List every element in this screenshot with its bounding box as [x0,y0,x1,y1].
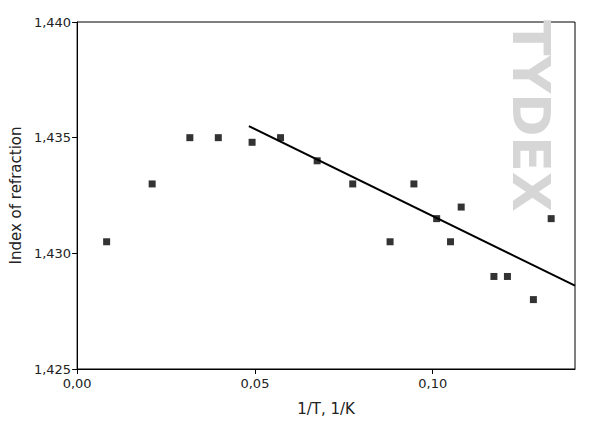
svg-text:0,05: 0,05 [240,376,269,391]
svg-text:1/T, 1/K: 1/T, 1/K [297,400,356,418]
svg-text:0,10: 0,10 [418,376,447,391]
svg-text:1,430: 1,430 [34,246,71,261]
svg-text:Index of refraction: Index of refraction [7,127,25,265]
svg-text:1,425: 1,425 [34,362,71,377]
svg-text:1,435: 1,435 [34,130,71,145]
svg-text:0,00: 0,00 [63,376,92,391]
svg-text:TYDEX: TYDEX [501,20,561,212]
svg-text:1,440: 1,440 [34,15,71,30]
